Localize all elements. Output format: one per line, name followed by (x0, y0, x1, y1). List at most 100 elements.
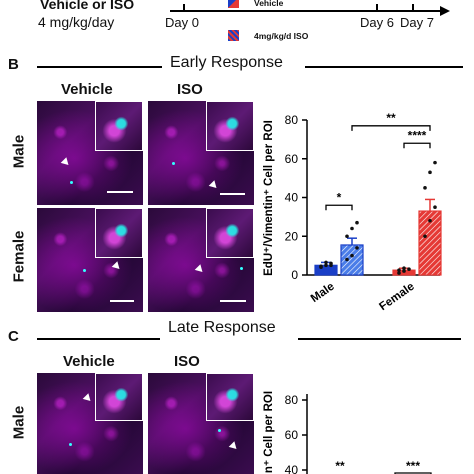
data-point (324, 263, 328, 268)
y-tick-label: 80 (285, 113, 299, 127)
panel-b-letter: B (8, 56, 19, 73)
chart-c-ticks: 40 60 80 (285, 393, 307, 474)
tick-day6 (376, 4, 378, 12)
sig-label: ** (335, 459, 345, 473)
tick-day0 (183, 4, 185, 12)
micrograph-b-male-vehicle (37, 101, 143, 205)
panel-b-row-male: Male (10, 134, 28, 169)
legend-iso-label: 4mg/kg/d ISO (254, 31, 309, 41)
cyan-cell (240, 267, 243, 270)
cyan-cell (218, 429, 221, 432)
day6-label: Day 6 (360, 15, 394, 30)
treatment-label: Vehicle or ISO (40, 0, 135, 12)
arrowhead-icon (60, 157, 72, 168)
cyan-cell (83, 269, 86, 272)
inset-zoom (95, 373, 143, 422)
bar-male-iso (340, 244, 364, 276)
arrowhead-icon (111, 261, 123, 272)
data-point (350, 253, 354, 258)
timeline-arrowhead (440, 6, 450, 16)
y-tick-label: 0 (291, 268, 298, 282)
data-point (433, 205, 437, 209)
y-tick-label: 20 (285, 229, 299, 243)
sig-male-bracket (325, 204, 353, 211)
panel-b-title-rule-right (305, 66, 463, 68)
legend-vehicle-label: Vehicle (254, 0, 284, 8)
inset-zoom (206, 101, 254, 151)
cyan-cell (172, 162, 175, 165)
inset-zoom (206, 373, 254, 422)
scale-bar (107, 191, 133, 193)
micrograph-b-female-vehicle (37, 208, 143, 312)
panel-c-title-rule-left (37, 338, 160, 340)
sig-female-bracket (403, 142, 431, 149)
data-point (397, 268, 401, 272)
arrowhead-icon (208, 180, 220, 191)
chart-b-significance: ******* (325, 111, 431, 211)
scale-bar (110, 300, 134, 302)
scale-bar (220, 300, 246, 302)
panel-b-col-vehicle: Vehicle (61, 81, 113, 98)
data-point (355, 246, 359, 250)
y-tick-label: 60 (285, 428, 299, 442)
data-point (402, 269, 406, 273)
chart-b-ylabel: EdU⁺/Vimentin⁺ Cell per ROI (263, 120, 275, 276)
data-point (345, 257, 349, 262)
data-point (329, 263, 333, 268)
panel-b-title: Early Response (170, 54, 283, 71)
arrowhead-icon (228, 441, 240, 452)
legend-swatch-iso (228, 30, 239, 41)
panel-c-col-vehicle: Vehicle (63, 353, 115, 370)
data-point (433, 160, 437, 165)
sig-iso-label: ** (386, 111, 396, 125)
chart-b-points (319, 160, 437, 275)
chart-b-bars (314, 198, 442, 276)
data-point (319, 264, 323, 269)
inset-zoom (95, 101, 143, 151)
inset-zoom (95, 208, 143, 258)
micrograph-c-male-vehicle (37, 373, 143, 474)
legend-swatch-vehicle (228, 0, 239, 8)
panel-b-col-iso: ISO (177, 81, 203, 98)
data-point (428, 170, 432, 175)
panel-c-col-iso: ISO (174, 353, 200, 370)
chart-c-ylabel: n⁺ Cell per ROI (263, 391, 275, 473)
sig-iso-bracket (351, 125, 431, 131)
inset-zoom (206, 208, 254, 258)
data-point (324, 260, 328, 265)
arrowhead-icon (82, 393, 94, 404)
panel-b-title-rule-left (37, 66, 162, 68)
micrograph-c-male-iso (148, 373, 254, 474)
cyan-cell (69, 443, 72, 446)
data-point (402, 266, 406, 271)
sig-male-label: * (337, 190, 342, 204)
day0-label: Day 0 (165, 15, 199, 30)
panel-c-title-rule-right (298, 338, 461, 340)
scale-bar (220, 193, 245, 195)
data-point (350, 226, 354, 231)
micrograph-b-female-iso (148, 208, 254, 312)
chart-b-cat-female: Female (377, 281, 416, 314)
sig-bracket (394, 472, 432, 474)
y-tick-label: 40 (285, 463, 299, 474)
sig-female-label: **** (408, 128, 427, 142)
panel-c-letter: C (8, 328, 19, 345)
chart-b-ticks: 0 20 40 60 80 (285, 113, 307, 282)
panel-c-row-male: Male (10, 405, 28, 440)
arrowhead-icon (194, 264, 206, 275)
data-point (428, 218, 432, 223)
y-tick-label: 40 (285, 191, 299, 205)
cyan-cell (70, 181, 73, 184)
timeline-axis (170, 10, 442, 12)
data-point (423, 186, 427, 190)
data-point (397, 271, 401, 275)
chart-c-significance: ** *** (335, 459, 432, 474)
dose-label: 4 mg/kg/day (38, 14, 115, 30)
data-point (355, 220, 359, 225)
y-tick-label: 60 (285, 152, 299, 166)
chart-b-cat-male: Male (309, 281, 337, 306)
panel-c-title: Late Response (168, 319, 276, 336)
day7-label: Day 7 (400, 15, 434, 30)
